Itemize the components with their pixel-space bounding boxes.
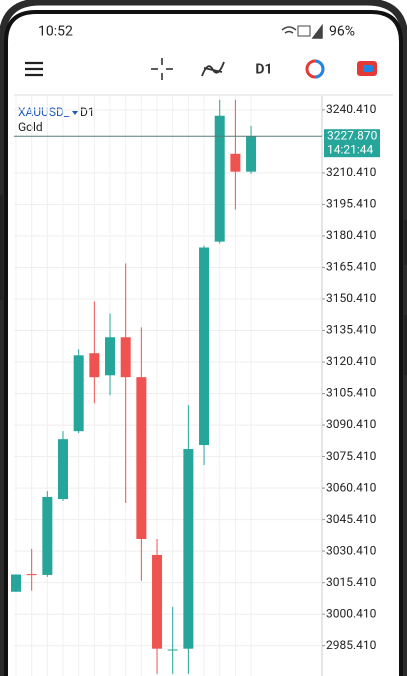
timeframe-label: D1 <box>80 105 95 119</box>
current-price-label: 3227.870 <box>327 128 378 142</box>
crosshair-button[interactable] <box>151 58 173 80</box>
trade-button[interactable] <box>305 59 325 79</box>
candle-body <box>183 449 194 649</box>
y-tick-label: 3015.410 <box>326 575 377 589</box>
symbol-dropdown[interactable] <box>72 111 78 115</box>
candle-body <box>42 496 53 575</box>
candle-body <box>230 153 241 172</box>
menu-button[interactable] <box>25 61 43 77</box>
timeframe-button[interactable]: D1 <box>255 62 272 78</box>
side-button <box>0 195 3 300</box>
candle-body <box>26 574 37 576</box>
side-button <box>404 220 407 265</box>
side-button <box>404 315 407 375</box>
candle-body <box>73 355 84 432</box>
candle-body <box>120 337 131 378</box>
symbol-label[interactable]: XAUUSD_ <box>18 105 70 119</box>
phone-bezel <box>4 10 403 676</box>
y-tick-label: 3180.410 <box>326 228 377 242</box>
candle-body <box>11 574 21 592</box>
candles <box>11 99 257 674</box>
y-tick-label: 3210.410 <box>326 165 377 179</box>
y-tick-label: 3105.410 <box>326 386 377 400</box>
description-label: Gold <box>18 120 43 134</box>
candle-body <box>246 136 257 172</box>
y-tick-label: 3240.410 <box>326 102 377 116</box>
candle-body <box>167 649 178 651</box>
y-tick-label: 3000.410 <box>326 606 377 620</box>
account-button[interactable] <box>357 61 377 76</box>
candle-body <box>152 554 163 649</box>
status-battery: 96% <box>329 24 355 40</box>
y-tick-label: 3165.410 <box>326 260 377 274</box>
y-tick-label: 3135.410 <box>326 323 377 337</box>
y-tick-label: 3030.410 <box>326 543 377 557</box>
y-tick-label: 3120.410 <box>326 354 377 368</box>
y-tick-label: 2985.410 <box>326 638 377 652</box>
countdown-label: 14:21:44 <box>327 142 374 156</box>
status-time: 10:52 <box>38 24 73 40</box>
price-axis: 3240.410 3210.410 3195.410 3180.410 3165.410… <box>14 102 380 652</box>
candle-body <box>199 247 210 446</box>
current-price-box <box>324 129 380 158</box>
y-tick-label: 3090.410 <box>326 417 377 431</box>
grid <box>14 96 322 676</box>
candle-body <box>214 115 225 242</box>
candle-body <box>89 353 100 378</box>
y-tick-label: 3045.410 <box>326 512 377 526</box>
status-icons <box>281 23 323 39</box>
y-tick-label: 3075.410 <box>326 449 377 463</box>
y-tick-label: 3150.410 <box>326 291 377 305</box>
candle-body <box>105 337 116 376</box>
indicators-button[interactable] <box>201 61 225 77</box>
candle-body <box>136 377 147 539</box>
candle-body <box>58 439 69 500</box>
y-tick-label: 3060.410 <box>326 480 377 494</box>
y-tick-label: 3195.410 <box>326 197 377 211</box>
